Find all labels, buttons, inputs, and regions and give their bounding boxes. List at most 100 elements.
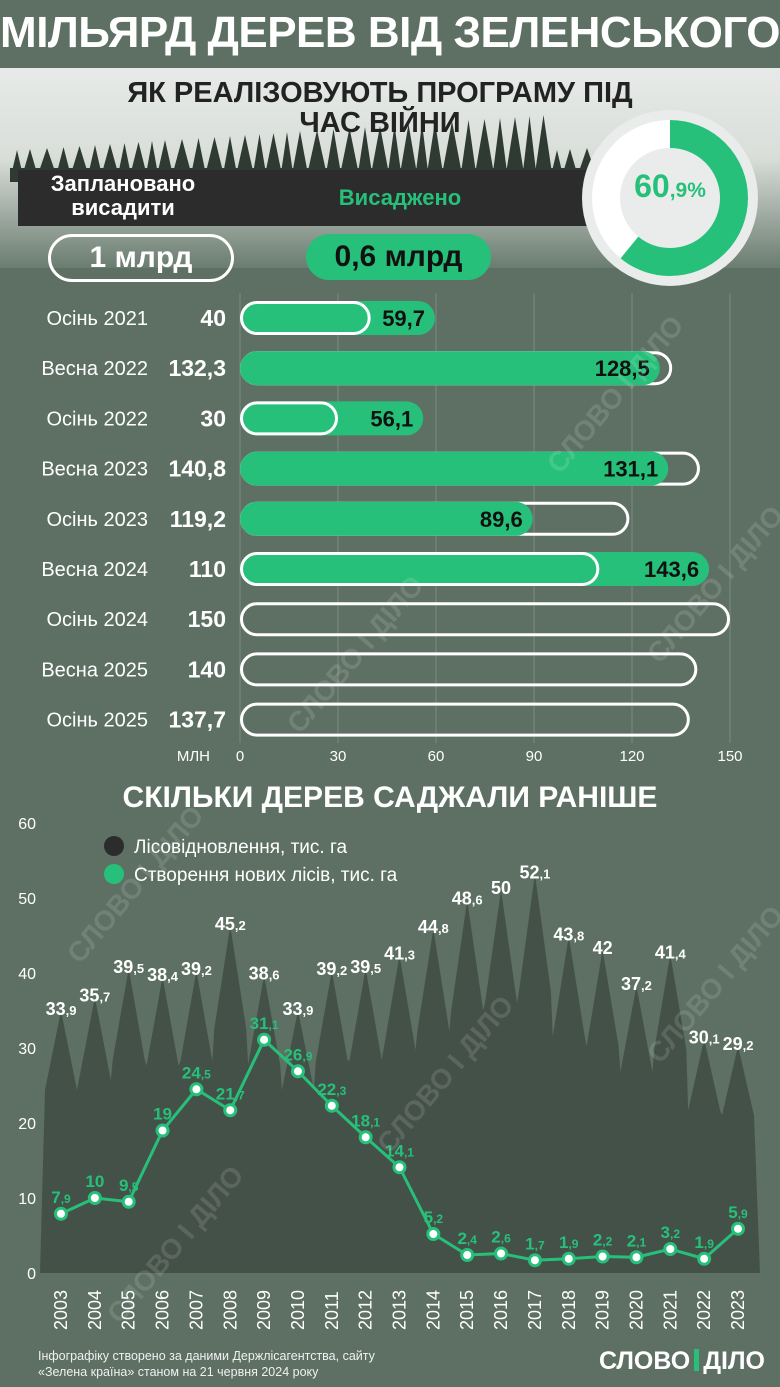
- new-forests-value-label: 2,6: [491, 1228, 511, 1247]
- total-planned-pill: 1 млрд: [48, 234, 234, 282]
- x-tick-label: 2003: [51, 1290, 71, 1330]
- planted-value-label: 89,6: [480, 507, 523, 532]
- x-tick-label: 2012: [356, 1290, 376, 1330]
- x-tick-label: 2004: [85, 1290, 105, 1330]
- new-forests-value-label: 7,9: [51, 1188, 71, 1207]
- legend-planned: Заплановано висадити: [50, 171, 196, 220]
- reforestation-value-label: 48,6: [452, 889, 483, 909]
- y-tick-label: 0: [27, 1266, 36, 1283]
- y-tick-label: 50: [18, 891, 36, 908]
- x-tick-label: 2023: [728, 1290, 748, 1330]
- planned-value-label: 132,3: [168, 355, 226, 381]
- reforestation-value-label: 52,1: [519, 862, 550, 882]
- reforestation-value-label: 39,5: [113, 957, 144, 977]
- new-forests-point: [527, 1253, 542, 1268]
- new-forests-value-label: 2,1: [627, 1231, 647, 1250]
- new-forests-point: [460, 1248, 475, 1262]
- y-tick-label: 60: [18, 816, 36, 833]
- x-tick-label: 30: [330, 748, 347, 765]
- legend-label: Лісовідновлення, тис. га: [134, 837, 347, 858]
- new-forests-value-label: 2,2: [593, 1231, 613, 1250]
- new-forests-point: [54, 1206, 68, 1221]
- planned-bar: [240, 702, 690, 737]
- new-forests-value-label: 14,1: [385, 1141, 414, 1160]
- reforestation-value-label: 35,7: [79, 985, 110, 1005]
- new-forests-point: [494, 1246, 509, 1261]
- new-forests-point: [392, 1160, 407, 1175]
- y-tick-label: 20: [18, 1116, 36, 1133]
- x-tick-label: 2016: [491, 1290, 511, 1330]
- planned-value-label: 137,7: [168, 707, 226, 733]
- new-forests-point: [324, 1098, 339, 1113]
- new-forests-value-label: 9,5: [119, 1176, 139, 1195]
- new-forests-value-label: 31,1: [250, 1014, 279, 1033]
- tree-shape: [306, 130, 328, 180]
- new-forests-point: [87, 1191, 102, 1205]
- new-forests-value-label: 21,7: [216, 1084, 245, 1103]
- new-forests-value-label: 5,9: [728, 1203, 748, 1222]
- legend-band: [18, 170, 596, 226]
- planted-bar: [240, 351, 660, 386]
- x-tick-label: 2019: [593, 1290, 613, 1330]
- x-tick-label: 2010: [288, 1290, 308, 1330]
- planned-value-label: 40: [200, 305, 226, 331]
- x-tick-label: 0: [236, 748, 244, 765]
- reforestation-value-label: 50: [491, 878, 511, 898]
- category-label: Весна 2022: [41, 358, 148, 380]
- new-forests-value-label: 1,7: [525, 1234, 545, 1253]
- x-axis-unit: МЛН: [177, 748, 210, 765]
- planted-value-label: 143,6: [644, 557, 699, 582]
- tree-shape: [441, 121, 463, 180]
- subtitle: ЯК РЕАЛІЗОВУЮТЬ ПРОГРАМУ ПІД ЧАС ВІЙНИ: [127, 77, 633, 139]
- new-forests-point: [189, 1082, 204, 1097]
- reforestation-value-label: 33,9: [283, 999, 314, 1019]
- planned-value-label: 30: [200, 405, 226, 431]
- x-tick-label: 2015: [457, 1290, 477, 1330]
- new-forests-value-label: 1,9: [559, 1233, 579, 1252]
- x-tick-label: 2020: [626, 1290, 646, 1330]
- watermark: СЛОВО І ДІЛО: [61, 805, 210, 969]
- new-forests-value-label: 19: [153, 1105, 172, 1124]
- progress-label: 60,9%: [580, 168, 760, 205]
- tree-shape: [426, 122, 444, 180]
- new-forests-point: [358, 1130, 373, 1145]
- planned-value-label: 110: [189, 556, 226, 582]
- planting-bar-chart: 0 30 60 90 120 150 МЛН Осінь 2021 40 59,7 Весна 20…: [41, 293, 780, 765]
- new-forests-point: [629, 1250, 644, 1265]
- tree-shape: [291, 131, 309, 180]
- new-forests-value-label: 5,2: [424, 1208, 444, 1227]
- tree-shape: [534, 115, 553, 180]
- tree-shape: [492, 118, 508, 180]
- planned-value-label: 119,2: [170, 506, 226, 532]
- reforestation-value-label: 43,8: [553, 925, 584, 945]
- x-tick-label: 2005: [119, 1290, 139, 1330]
- x-tick-label: 2007: [186, 1290, 206, 1330]
- x-tick-label: 120: [619, 748, 644, 765]
- planted-value-label: 131,1: [603, 457, 658, 482]
- progress-arc: [592, 120, 748, 276]
- tree-shape: [415, 123, 429, 180]
- reforestation-value-label: 30,1: [689, 1027, 720, 1047]
- reforestation-value-label: 37,2: [621, 974, 652, 994]
- x-tick-label: 2011: [322, 1291, 342, 1330]
- x-tick-label: 2022: [694, 1290, 714, 1330]
- reforestation-value-label: 41,3: [384, 943, 415, 963]
- new-forests-value-label: 3,2: [661, 1223, 681, 1242]
- x-tick-label: 2014: [423, 1290, 443, 1330]
- new-forests-value-label: 1,9: [694, 1233, 714, 1252]
- planned-bar: [240, 652, 698, 687]
- new-forests-point: [290, 1064, 305, 1079]
- category-label: Весна 2023: [41, 459, 148, 481]
- x-tick-label: 2006: [153, 1290, 173, 1330]
- reforestation-value-label: 39,2: [181, 959, 212, 979]
- y-tick-label: 40: [18, 966, 36, 983]
- total-planted-pill: 0,6 млрд: [306, 234, 491, 280]
- planted-bar: [240, 501, 533, 536]
- brand-right: ДІЛО: [703, 1347, 765, 1375]
- new-forests-point: [257, 1032, 272, 1047]
- reforestation-value-label: 29,2: [723, 1034, 754, 1054]
- tree-shape: [370, 126, 390, 180]
- new-forests-point: [426, 1227, 441, 1241]
- new-forests-point: [121, 1194, 136, 1209]
- category-label: Осінь 2025: [46, 710, 148, 732]
